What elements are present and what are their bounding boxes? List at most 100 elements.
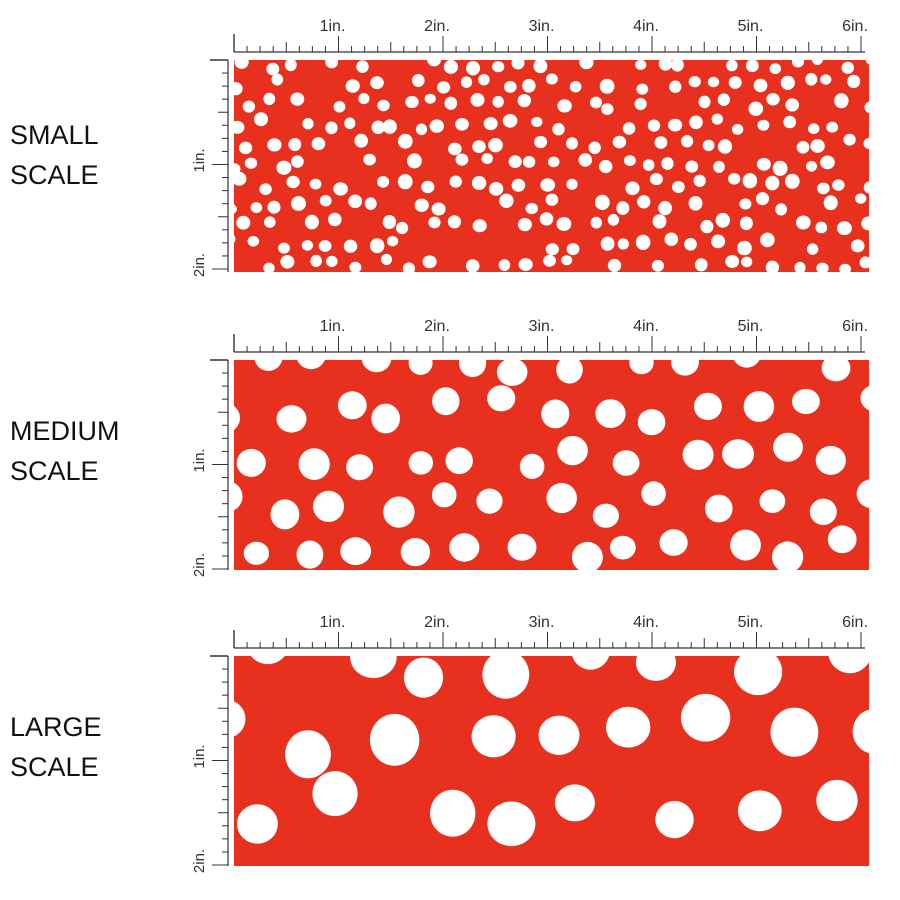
polka-dot [827,525,857,554]
polka-dot [688,76,701,88]
polka-dot [445,447,473,475]
polka-dot [333,101,346,113]
polka-dot [370,76,384,90]
polka-dot [363,153,376,166]
polka-dot [296,540,324,569]
polka-dot [431,202,446,216]
polka-dot [382,215,397,229]
polka-dot [765,260,780,272]
polka-dot [312,771,358,817]
polka-dot [634,98,647,110]
polka-dot [236,215,251,230]
polka-dot [545,193,559,206]
polka-dot [760,232,775,248]
ruler-label: 4in. [633,318,659,335]
polka-dot [680,693,731,742]
polka-dot [313,490,344,522]
polka-dot [383,496,415,528]
polka-dot [267,200,281,214]
polka-dot [832,179,845,191]
polka-dot [741,256,753,268]
polka-dot [625,181,640,196]
polka-dot [369,713,420,766]
polka-dot [766,93,780,106]
polka-dot [502,114,518,128]
polka-dot [415,123,428,136]
polka-dot [234,406,240,430]
polka-dot [828,656,869,674]
polka-dot [270,499,300,530]
polka-dot [864,101,869,114]
polka-dot [711,113,723,125]
polka-dot [579,60,594,70]
polka-dot [815,221,828,234]
polka-dot [599,159,613,174]
polka-dot [772,541,804,570]
polka-dot [671,60,684,72]
ruler-left-label: 2in. [191,849,208,873]
polka-dot [770,707,819,757]
polka-dot [843,133,856,146]
polka-dot [661,157,674,170]
polka-dot [236,448,266,477]
polka-dot [310,254,322,267]
polka-dot [487,801,536,847]
polka-dot [449,175,462,188]
polka-dot [805,73,818,86]
polka-dot [381,253,392,266]
polka-dot [654,136,668,149]
swatch-small: 1in. 2in. 3in. 4in. 5in. 6in. 1in. 2in. [191,18,869,277]
polka-dot [737,790,782,832]
polka-dot [572,656,610,670]
ruler-label: 2in. [424,318,450,335]
polka-dot [488,138,503,153]
polka-dot [343,239,358,253]
polka-dot [728,173,741,185]
polka-dot [641,481,666,506]
ruler-left-label: 1in. [191,148,208,172]
polka-dot [311,137,326,151]
polka-dot [693,174,706,187]
polka-dot [278,242,290,254]
polka-dot [377,99,390,112]
polka-dot [483,117,498,131]
polka-dot [606,706,651,748]
polka-dot [796,215,811,230]
polka-dot [739,216,753,231]
polka-dot [511,178,526,192]
polka-dot [382,119,397,134]
polka-dot [859,256,869,269]
polka-dot [428,216,441,229]
polka-dot [725,255,740,268]
polka-dot [254,112,268,127]
polka-dot [816,262,829,272]
polka-dot [852,709,869,754]
polka-dot [238,141,253,155]
polka-dot [234,235,236,243]
polka-dot [637,195,651,209]
polka-dot [809,498,837,525]
polka-dot [834,93,849,109]
polka-dot [642,159,655,172]
polka-dot [836,221,852,236]
polka-dot [817,182,830,195]
polka-dot [531,116,543,128]
polka-dot [466,60,480,76]
polka-dot [319,195,332,207]
polka-dot [689,115,703,130]
polka-dot [612,135,627,149]
polka-dot [234,482,243,511]
polka-dot [616,201,630,215]
polka-dot [286,175,300,189]
polka-dot [276,160,292,175]
polka-dot [730,529,761,561]
ruler-label: 4in. [633,614,659,631]
polka-dot [756,157,771,171]
polka-dot [508,155,522,169]
polka-dot [783,115,797,129]
polka-dot [753,78,768,93]
polka-dot [652,214,667,229]
polka-dot [455,118,469,131]
polka-dot [465,259,480,272]
